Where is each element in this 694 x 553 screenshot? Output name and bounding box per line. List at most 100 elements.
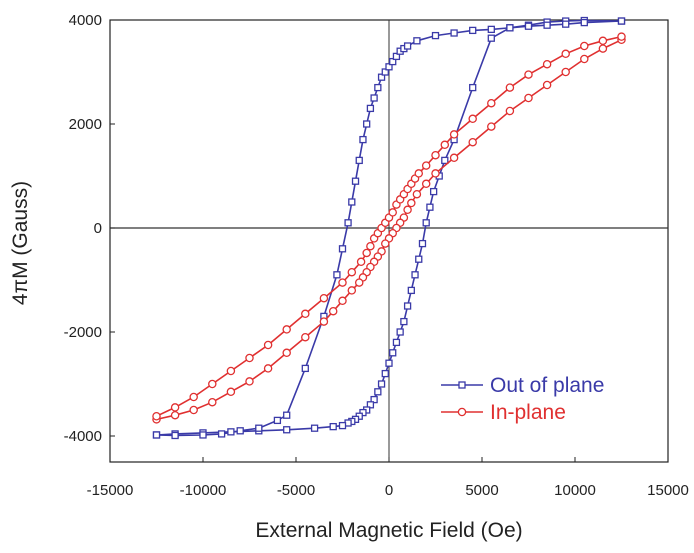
data-point-out-of-plane [273, 416, 282, 425]
data-point-out-of-plane [381, 369, 389, 378]
data-point-in-plane [347, 286, 357, 295]
data-point-in-plane [362, 248, 371, 258]
y-tick-label: 4000 [69, 12, 102, 29]
data-point-out-of-plane [415, 255, 423, 263]
data-point-out-of-plane [310, 424, 319, 432]
data-point-out-of-plane [407, 286, 415, 295]
data-point-in-plane [542, 80, 552, 90]
data-point-out-of-plane [370, 94, 378, 102]
data-point-in-plane [524, 93, 533, 103]
data-point-in-plane [487, 122, 496, 131]
data-point-in-plane [301, 309, 310, 319]
data-point-out-of-plane [389, 57, 397, 66]
data-point-out-of-plane [396, 328, 404, 336]
data-point-out-of-plane [422, 219, 430, 227]
data-point-out-of-plane [392, 52, 401, 61]
data-point-in-plane [487, 98, 496, 108]
data-point-in-plane [328, 306, 338, 316]
x-tick-label: 0 [385, 482, 393, 499]
data-point-out-of-plane [506, 24, 514, 32]
data-point-in-plane [263, 340, 273, 350]
data-point-out-of-plane [411, 271, 419, 279]
data-point-in-plane [431, 150, 440, 160]
data-point-out-of-plane [413, 37, 421, 45]
data-point-in-plane [524, 70, 533, 79]
data-point-in-plane [542, 59, 552, 69]
legend: Out of plane In-plane [441, 374, 604, 424]
data-point-out-of-plane [426, 203, 434, 211]
data-point-out-of-plane [381, 68, 389, 76]
data-point-in-plane [580, 54, 589, 64]
data-point-in-plane [580, 41, 589, 51]
data-point-in-plane [440, 140, 450, 150]
data-point-in-plane [282, 325, 291, 334]
data-point-in-plane [226, 387, 236, 397]
data-point-out-of-plane [338, 421, 347, 430]
data-point-out-of-plane [301, 364, 309, 373]
data-point-out-of-plane [469, 26, 477, 35]
data-point-out-of-plane [199, 431, 207, 439]
data-point-in-plane [617, 32, 626, 41]
data-point-out-of-plane [363, 120, 371, 128]
y-axis-title: 4πM (Gauss) [9, 181, 32, 305]
data-point-out-of-plane [487, 25, 495, 34]
y-tick-label: 2000 [69, 116, 102, 133]
data-point-out-of-plane [359, 135, 367, 144]
data-point-out-of-plane [351, 177, 360, 185]
data-point-in-plane [263, 364, 273, 373]
y-tick-label: 0 [94, 220, 102, 237]
data-point-in-plane [449, 153, 459, 163]
legend-label-in-plane: In-plane [490, 401, 566, 424]
x-tick-label: -5000 [277, 482, 315, 499]
data-point-in-plane [319, 317, 329, 326]
plot-area [109, 16, 669, 463]
data-point-out-of-plane [487, 34, 495, 42]
data-point-in-plane [421, 161, 431, 170]
data-point-out-of-plane [524, 22, 533, 30]
data-point-out-of-plane [171, 431, 179, 440]
data-point-in-plane [338, 278, 347, 287]
data-point-in-plane [366, 241, 375, 251]
data-point-out-of-plane [217, 430, 226, 438]
data-point-in-plane [421, 179, 431, 189]
data-point-in-plane [245, 377, 254, 386]
data-point-out-of-plane [374, 388, 382, 396]
y-tick-label: -2000 [64, 324, 102, 341]
y-tick-label: -4000 [64, 428, 102, 445]
data-point-out-of-plane [283, 411, 291, 419]
data-point-in-plane [347, 267, 357, 277]
data-point-out-of-plane [227, 428, 235, 436]
data-point-out-of-plane [403, 42, 412, 50]
data-point-out-of-plane [374, 83, 382, 92]
data-point-in-plane [561, 67, 570, 77]
data-point-in-plane [598, 44, 608, 53]
series-out-of-plane [152, 16, 626, 440]
data-point-in-plane [505, 106, 515, 116]
series-in-plane [152, 32, 626, 424]
data-point-in-plane [403, 205, 412, 215]
data-point-out-of-plane [617, 17, 626, 25]
data-point-in-plane [189, 405, 198, 415]
data-point-out-of-plane [403, 302, 412, 310]
data-point-out-of-plane [333, 271, 341, 279]
data-point-out-of-plane [355, 156, 363, 165]
data-point-in-plane [414, 169, 424, 178]
data-point-out-of-plane [348, 198, 356, 206]
data-point-out-of-plane [429, 187, 438, 196]
x-axis-title: External Magnetic Field (Oe) [255, 519, 522, 542]
data-point-out-of-plane [389, 349, 397, 357]
data-point-in-plane [282, 348, 291, 358]
data-point-in-plane [449, 130, 459, 139]
series-line-out-of-plane [156, 20, 622, 437]
data-point-out-of-plane [385, 63, 393, 71]
data-point-out-of-plane [329, 422, 337, 431]
data-point-in-plane [301, 332, 310, 342]
data-point-out-of-plane [450, 29, 458, 37]
data-point-out-of-plane [366, 401, 375, 409]
x-tick-label: 10000 [554, 482, 596, 499]
data-point-out-of-plane [338, 245, 347, 253]
data-point-in-plane [189, 392, 198, 402]
data-point-in-plane [505, 83, 515, 92]
data-point-out-of-plane [562, 20, 570, 28]
